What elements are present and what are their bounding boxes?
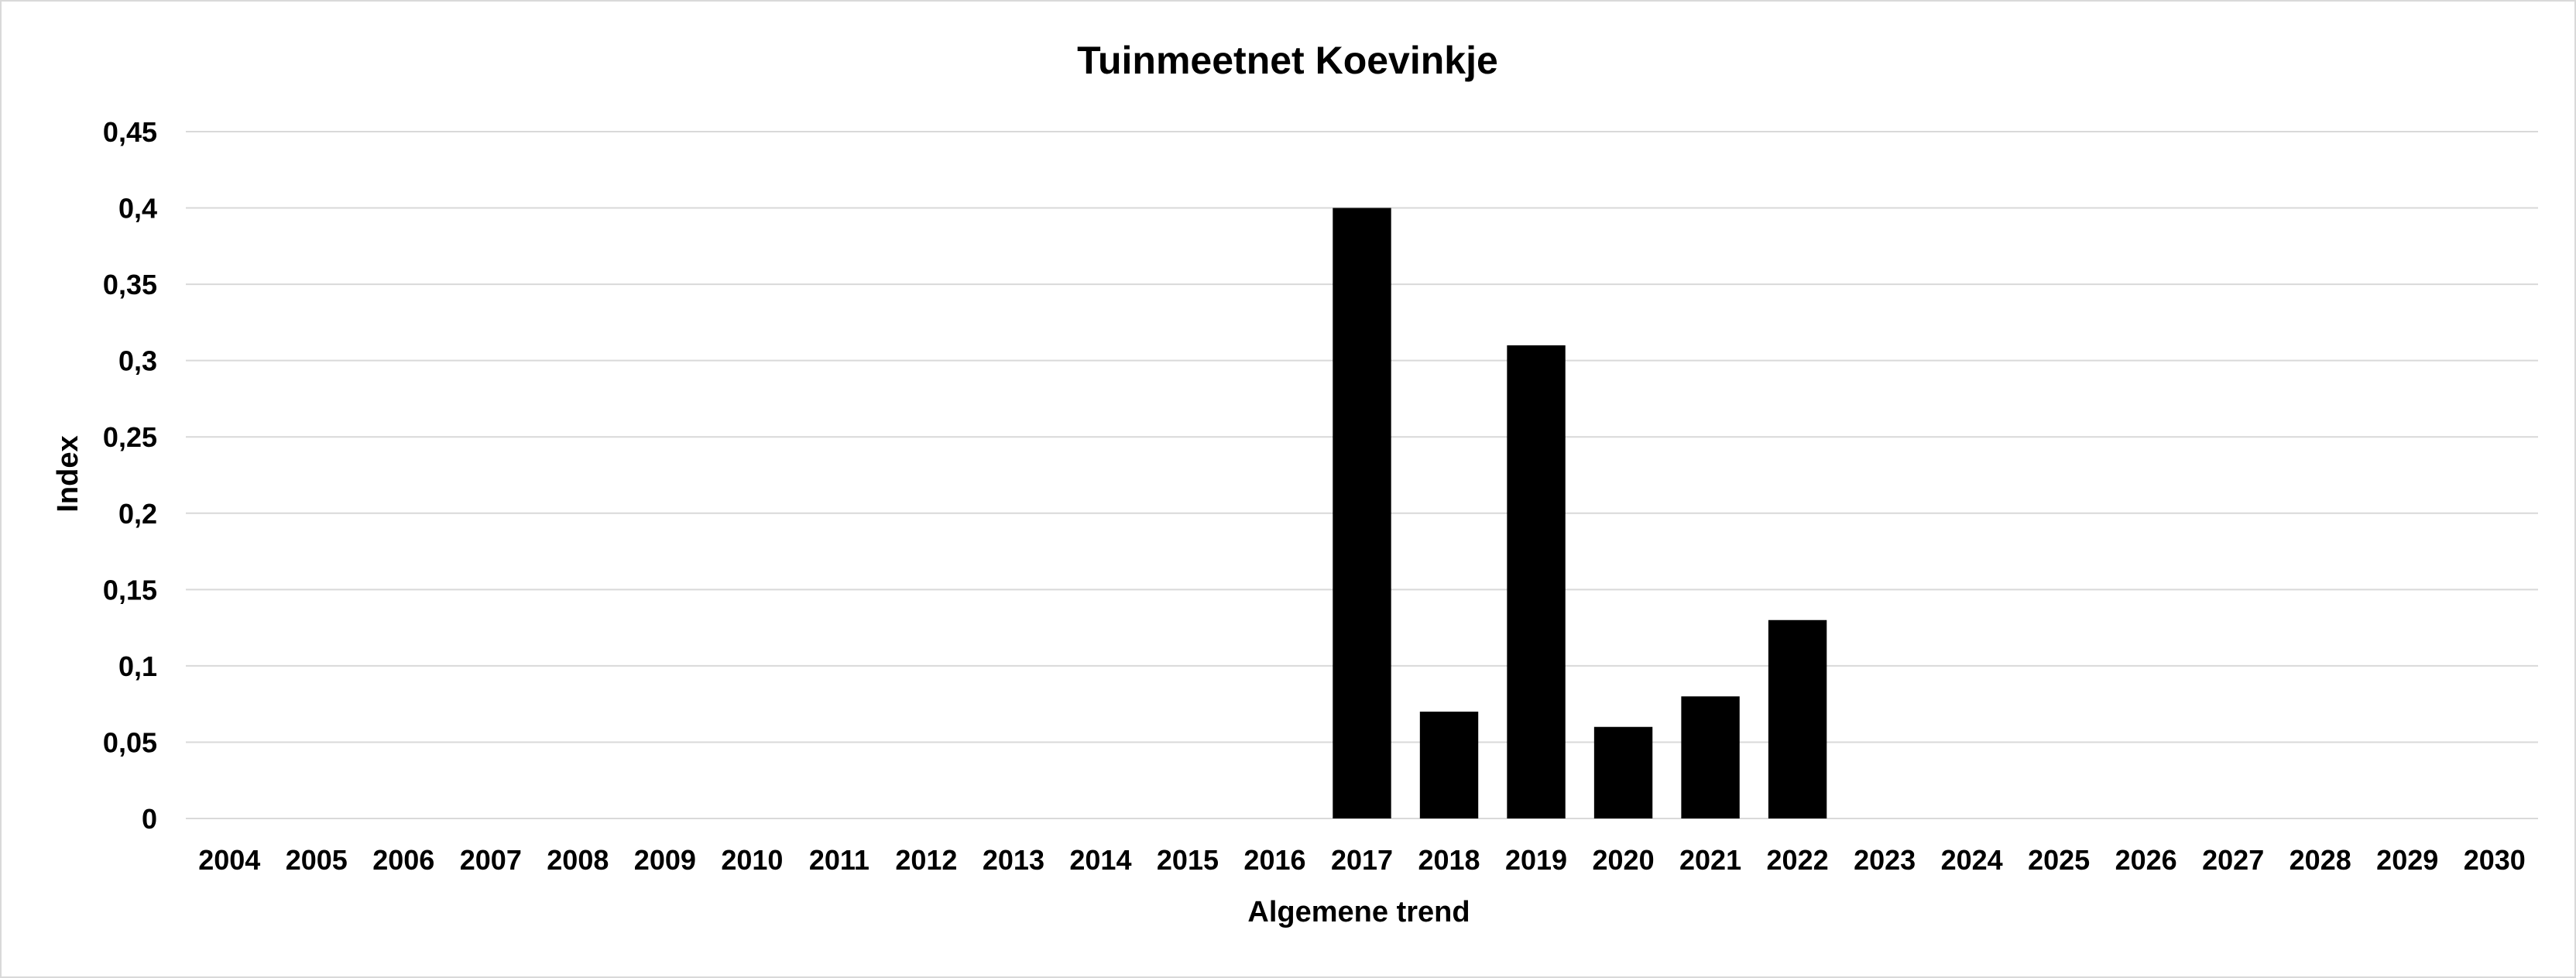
x-tick-label-2014: 2014 — [1069, 844, 1131, 876]
x-tick-label-2015: 2015 — [1157, 844, 1219, 876]
x-tick-label-2024: 2024 — [1941, 844, 2003, 876]
y-tick-label: 0,1 — [118, 650, 157, 682]
x-axis-label: Algemene trend — [1247, 896, 1470, 928]
x-tick-label-2013: 2013 — [983, 844, 1044, 876]
y-tick-labels: 0 0,05 0,1 0,15 0,2 0,25 0,3 0,35 0,4 0,45 — [103, 116, 157, 835]
x-tick-label-2009: 2009 — [634, 844, 696, 876]
bar-2020 — [1593, 726, 1653, 818]
bar-2021 — [1681, 696, 1740, 818]
bar-2022 — [1768, 619, 1827, 818]
x-tick-label-2022: 2022 — [1767, 844, 1829, 876]
bar-2017 — [1333, 208, 1391, 818]
x-tick-label-2005: 2005 — [286, 844, 348, 876]
x-tick-label-2012: 2012 — [895, 844, 957, 876]
x-tick-label-2018: 2018 — [1418, 844, 1480, 876]
x-tick-label-2004: 2004 — [198, 844, 260, 876]
x-tick-label-2027: 2027 — [2202, 844, 2264, 876]
x-tick-label-2020: 2020 — [1593, 844, 1655, 876]
bar-2018 — [1419, 712, 1479, 818]
bars — [1333, 208, 1827, 818]
y-tick-label: 0,45 — [103, 116, 157, 148]
x-tick-label-2007: 2007 — [460, 844, 522, 876]
x-tick-labels: 2004 2005 2006 2007 2008 2009 2010 2011 2012 2013… — [198, 844, 2526, 876]
bar-2019 — [1507, 345, 1566, 818]
x-tick-label-2011: 2011 — [809, 844, 870, 876]
x-tick-label-2026: 2026 — [2115, 844, 2177, 876]
y-tick-label: 0,15 — [103, 574, 157, 606]
chart-title: Tuinmeetnet Koevinkje — [1077, 39, 1498, 82]
x-tick-label-2028: 2028 — [2290, 844, 2351, 876]
y-tick-label: 0,35 — [103, 269, 157, 300]
y-tick-label: 0,25 — [103, 421, 157, 453]
x-tick-label-2008: 2008 — [547, 844, 609, 876]
y-tick-label: 0,2 — [118, 498, 157, 530]
x-tick-label-2029: 2029 — [2376, 844, 2438, 876]
y-tick-label: 0,3 — [118, 345, 157, 377]
x-tick-label-2030: 2030 — [2464, 844, 2526, 876]
x-tick-label-2010: 2010 — [721, 844, 783, 876]
y-tick-label: 0,05 — [103, 726, 157, 758]
x-tick-label-2016: 2016 — [1243, 844, 1305, 876]
y-tick-label: 0 — [142, 803, 157, 835]
x-tick-label-2021: 2021 — [1679, 844, 1741, 876]
x-tick-label-2023: 2023 — [1854, 844, 1916, 876]
x-tick-label-2019: 2019 — [1505, 844, 1567, 876]
x-tick-label-2017: 2017 — [1331, 844, 1393, 876]
x-tick-label-2025: 2025 — [2028, 844, 2090, 876]
y-axis-label: Index — [52, 435, 84, 512]
x-tick-label-2006: 2006 — [372, 844, 434, 876]
y-tick-label: 0,4 — [118, 193, 157, 225]
